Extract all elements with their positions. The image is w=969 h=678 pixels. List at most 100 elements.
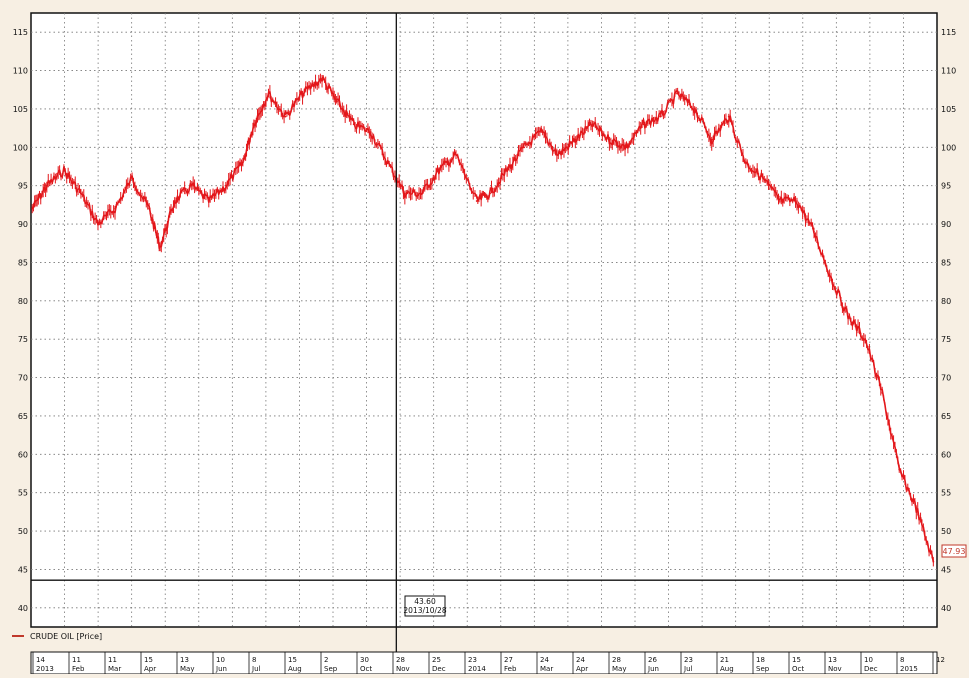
y-tick-label-left: 50 [18,527,28,536]
x-tick-day: 15 [792,656,801,664]
x-tick-month: 2013 [36,665,54,673]
x-axis-ticks: 14201311Feb11Mar15Apr13May10Jun8Jul15Aug… [32,652,945,674]
data-point [207,200,210,202]
x-tick-month: Oct [792,665,804,673]
x-tick-day: 15 [144,656,153,664]
data-point [813,230,815,233]
y-tick-label-left: 95 [18,182,28,191]
data-point [352,123,355,126]
x-tick-month: May [180,665,194,673]
x-tick-month: Sep [324,665,338,673]
data-point [898,468,901,471]
data-point [97,223,99,225]
y-tick-label-left: 45 [18,565,28,574]
x-tick-month: Mar [108,665,121,673]
data-point [659,115,662,118]
x-tick-day: 2 [324,656,328,664]
y-tick-label-left: 105 [13,105,28,114]
data-point [489,192,491,195]
data-point [864,338,867,341]
data-point [267,92,270,95]
data-point [284,115,287,118]
grid [31,13,937,627]
data-point [523,146,526,149]
data-point [625,146,628,149]
data-point [321,77,323,80]
x-tick-day: 12 [936,656,945,664]
y-tick-label-left: 85 [18,258,28,267]
x-tick-day: 10 [216,656,225,664]
y-tick-label-left: 110 [13,67,28,76]
x-tick-day: 28 [396,656,405,664]
data-point [114,207,116,210]
data-point [252,123,255,126]
crosshair-info-frame [404,595,446,617]
y-tick-label-left: 80 [18,297,28,306]
x-tick-day: 13 [828,656,837,664]
x-tick-month: Mar [540,665,553,673]
x-tick-month: Feb [504,665,517,673]
y-tick-label-right: 40 [941,604,951,613]
x-tick-month: 2015 [900,665,918,673]
data-point [335,100,338,103]
legend: CRUDE OIL [Price] [12,632,102,641]
x-tick-month: Aug [288,665,302,673]
data-point [693,108,696,110]
y-tick-label-left: 70 [18,374,28,383]
x-tick-day: 28 [612,656,621,664]
crosshair-info-box: 43.60 2013/10/28 [403,595,447,617]
data-point [540,131,543,133]
y-tick-label-left: 115 [13,28,28,37]
x-tick-day: 8 [900,656,904,664]
data-point [403,192,406,195]
x-tick-month: Dec [432,665,446,673]
last-value-marker: 47.93 [941,544,967,558]
crosshair-info-price: 43.60 [414,597,436,606]
x-tick-month: Nov [828,665,842,673]
x-tick-month: Jul [251,665,261,673]
x-tick-month: 2014 [468,665,486,673]
data-point [45,184,48,187]
y-tick-label-right: 65 [941,412,951,421]
last-value-label: 47.93 [943,547,966,556]
y-tick-label-right: 85 [941,258,951,267]
data-point [148,207,151,210]
y-tick-label-right: 60 [941,450,951,459]
data-point [173,200,176,202]
x-tick-day: 14 [36,656,45,664]
data-point [744,161,747,164]
y-tick-label-right: 100 [941,143,956,152]
x-tick-month: Jul [683,665,693,673]
x-tick-day: 24 [540,656,549,664]
data-point [369,131,372,133]
x-tick-day: 25 [432,656,441,664]
data-point [847,315,850,318]
x-tick-day: 18 [756,656,765,664]
y-tick-label-right: 75 [941,335,951,344]
data-point [301,92,304,95]
data-point [475,200,478,202]
y-tick-label-right: 80 [941,297,951,306]
y-tick-label-right: 55 [941,489,951,498]
x-tick-day: 23 [468,656,477,664]
data-point [881,392,884,394]
plot-frame [30,12,938,628]
data-point [796,200,798,202]
data-point [159,246,161,248]
y-tick-label-right: 95 [941,182,951,191]
data-point [727,115,730,118]
data-point [224,184,227,187]
crosshair-info-date: 2013/10/28 [403,606,446,615]
x-tick-month: Apr [576,665,588,673]
data-point [779,200,781,202]
y-tick-label-left: 75 [18,335,28,344]
data-point [420,192,423,195]
data-point [642,123,645,126]
x-tick-day: 15 [288,656,297,664]
x-tick-day: 30 [360,656,369,664]
data-point [455,154,457,156]
x-tick-month: Aug [720,665,734,673]
x-tick-month: Nov [396,665,410,673]
